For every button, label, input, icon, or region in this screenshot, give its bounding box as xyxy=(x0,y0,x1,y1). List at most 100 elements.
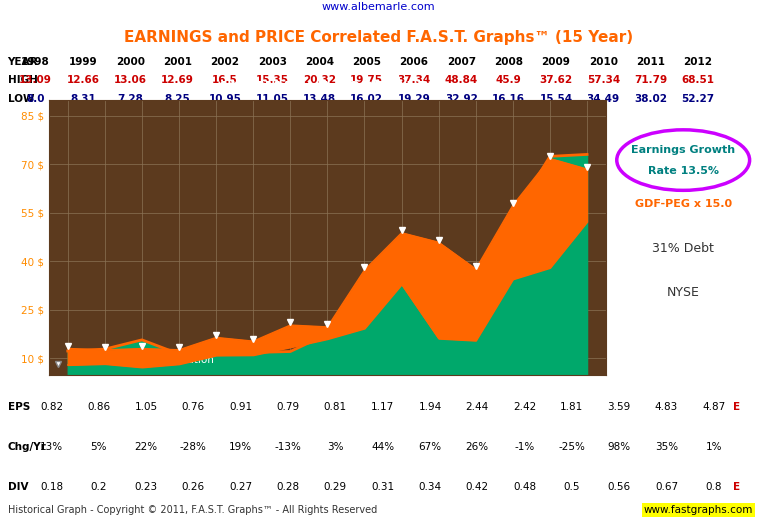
Text: 15.35: 15.35 xyxy=(256,75,288,85)
Text: 2003: 2003 xyxy=(257,57,287,67)
Text: EPS: EPS xyxy=(8,401,30,411)
Text: 57.34: 57.34 xyxy=(587,75,620,85)
Text: 71.79: 71.79 xyxy=(634,75,667,85)
Text: 2.44: 2.44 xyxy=(466,401,489,411)
Text: DIV: DIV xyxy=(8,482,28,492)
Text: 48.84: 48.84 xyxy=(445,75,478,85)
Text: 0.18: 0.18 xyxy=(40,482,63,492)
Text: 0.5: 0.5 xyxy=(564,482,580,492)
Text: 0.91: 0.91 xyxy=(229,401,252,411)
Text: Rate 13.5%: Rate 13.5% xyxy=(648,166,718,176)
Text: -13%: -13% xyxy=(275,442,301,452)
Text: Earnings Justified Valuation: Earnings Justified Valuation xyxy=(71,355,214,365)
Text: 0.34: 0.34 xyxy=(419,482,441,492)
Text: 12.69: 12.69 xyxy=(161,75,194,85)
Text: 2004: 2004 xyxy=(305,57,334,67)
Text: 0.31: 0.31 xyxy=(371,482,394,492)
Text: 0.26: 0.26 xyxy=(182,482,205,492)
Text: 8.31: 8.31 xyxy=(70,94,96,104)
Text: www.fastgraphs.com: www.fastgraphs.com xyxy=(644,505,753,515)
Text: EARNINGS and PRICE Correlated F.A.S.T. Graphs™ (15 Year): EARNINGS and PRICE Correlated F.A.S.T. G… xyxy=(124,30,633,45)
Text: 37.62: 37.62 xyxy=(540,75,572,85)
Text: 1.17: 1.17 xyxy=(371,401,394,411)
Text: -28%: -28% xyxy=(180,442,207,452)
Text: HIGH: HIGH xyxy=(8,75,37,85)
Text: 45.9: 45.9 xyxy=(496,75,522,85)
Text: 10.95: 10.95 xyxy=(208,94,241,104)
Text: 0.2: 0.2 xyxy=(91,482,107,492)
Text: 31% Debt: 31% Debt xyxy=(653,242,714,255)
Text: 0.79: 0.79 xyxy=(276,401,300,411)
Text: 13.48: 13.48 xyxy=(303,94,336,104)
Text: 3%: 3% xyxy=(327,442,344,452)
Text: 2008: 2008 xyxy=(494,57,523,67)
Text: 16.02: 16.02 xyxy=(350,94,383,104)
Text: 12.66: 12.66 xyxy=(67,75,99,85)
Text: NYSE: NYSE xyxy=(667,286,699,299)
Text: 67%: 67% xyxy=(419,442,441,452)
Text: 1.81: 1.81 xyxy=(560,401,584,411)
Text: Chg/Yr: Chg/Yr xyxy=(8,442,46,452)
Text: 8.0: 8.0 xyxy=(26,94,45,104)
Text: 1.05: 1.05 xyxy=(135,401,157,411)
Text: 0.8: 0.8 xyxy=(706,482,722,492)
Text: 34.49: 34.49 xyxy=(587,94,620,104)
Text: 1999: 1999 xyxy=(69,57,97,67)
Text: 13.06: 13.06 xyxy=(114,75,147,85)
Text: -25%: -25% xyxy=(559,442,585,452)
Text: 35%: 35% xyxy=(655,442,678,452)
Text: YEAR: YEAR xyxy=(8,57,38,67)
Text: 0.67: 0.67 xyxy=(655,482,678,492)
Text: 2.42: 2.42 xyxy=(513,401,536,411)
Text: 0.48: 0.48 xyxy=(513,482,536,492)
Text: 16.16: 16.16 xyxy=(492,94,525,104)
Text: 3.59: 3.59 xyxy=(608,401,631,411)
Text: 16.5: 16.5 xyxy=(212,75,238,85)
Text: Earnings Growth: Earnings Growth xyxy=(631,146,735,156)
Text: 52.27: 52.27 xyxy=(681,94,715,104)
Text: 2012: 2012 xyxy=(684,57,712,67)
Text: 32.92: 32.92 xyxy=(445,94,478,104)
Text: -1%: -1% xyxy=(515,442,534,452)
Text: 2011: 2011 xyxy=(636,57,665,67)
Text: 0.81: 0.81 xyxy=(324,401,347,411)
Title: ALBEMARLE CORP(ALB): ALBEMARLE CORP(ALB) xyxy=(217,80,438,98)
Text: 0.29: 0.29 xyxy=(324,482,347,492)
Text: 8.25: 8.25 xyxy=(164,94,191,104)
Text: 0.42: 0.42 xyxy=(466,482,489,492)
Text: www.albemarle.com: www.albemarle.com xyxy=(322,2,435,12)
Text: 13%: 13% xyxy=(40,442,63,452)
Text: 37.34: 37.34 xyxy=(397,75,431,85)
Text: 2007: 2007 xyxy=(447,57,476,67)
Text: 0.86: 0.86 xyxy=(87,401,111,411)
Text: 26%: 26% xyxy=(466,442,489,452)
Text: 11.05: 11.05 xyxy=(256,94,288,104)
Text: 4.87: 4.87 xyxy=(702,401,725,411)
Text: 0.27: 0.27 xyxy=(229,482,252,492)
Text: 68.51: 68.51 xyxy=(681,75,715,85)
Text: 15.54: 15.54 xyxy=(540,94,572,104)
Text: 22%: 22% xyxy=(135,442,157,452)
Text: 38.02: 38.02 xyxy=(634,94,667,104)
Text: GDF-PEG x 15.0: GDF-PEG x 15.0 xyxy=(634,199,732,209)
Text: 13.09: 13.09 xyxy=(19,75,52,85)
Text: 20.32: 20.32 xyxy=(303,75,336,85)
Text: 0.28: 0.28 xyxy=(276,482,300,492)
Text: E: E xyxy=(733,401,740,411)
Text: 0.56: 0.56 xyxy=(608,482,631,492)
Text: 2000: 2000 xyxy=(116,57,145,67)
Text: 1%: 1% xyxy=(706,442,722,452)
Text: 0.76: 0.76 xyxy=(182,401,205,411)
Text: 1998: 1998 xyxy=(21,57,50,67)
Text: 19%: 19% xyxy=(229,442,252,452)
Text: 2005: 2005 xyxy=(352,57,382,67)
Text: 4.83: 4.83 xyxy=(655,401,678,411)
Text: 2002: 2002 xyxy=(210,57,239,67)
Text: 19.29: 19.29 xyxy=(397,94,431,104)
Text: 1.94: 1.94 xyxy=(419,401,441,411)
Text: Historical Graph - Copyright © 2011, F.A.S.T. Graphs™ - All Rights Reserved: Historical Graph - Copyright © 2011, F.A… xyxy=(8,505,377,515)
Text: LOW: LOW xyxy=(8,94,34,104)
Text: 7.28: 7.28 xyxy=(117,94,143,104)
Text: 2010: 2010 xyxy=(589,57,618,67)
Text: 2009: 2009 xyxy=(541,57,571,67)
